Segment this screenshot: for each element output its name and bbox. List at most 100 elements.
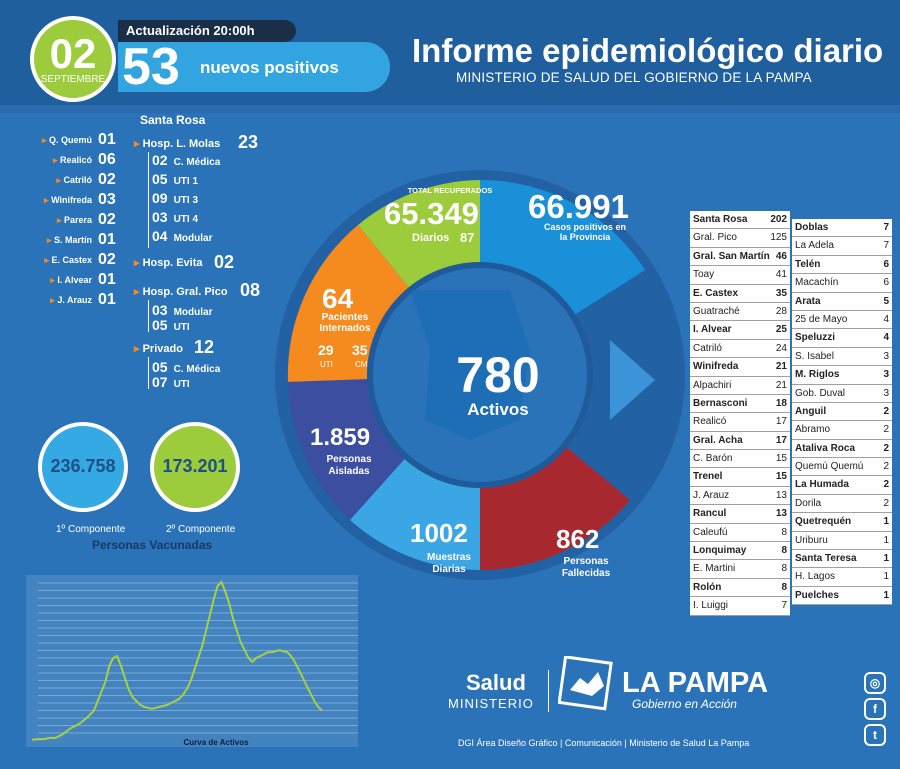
table-cell-name: Santa Teresa	[795, 553, 857, 565]
table-row: Telén 6	[792, 256, 892, 275]
table-cell-value: 5	[883, 295, 889, 307]
table-cell-name: M. Riglos	[795, 369, 840, 381]
locality-name: Realicó	[53, 155, 92, 166]
new-positives-count: 53	[122, 38, 180, 96]
credits-text: DGI Área Diseño Gráfico | Comunicación |…	[458, 738, 750, 748]
table-cell-name: Macachín	[795, 277, 839, 289]
vaccine-second-label: 2º Componente	[166, 524, 236, 535]
table-cell-name: I. Luiggi	[693, 600, 729, 612]
table-cell-value: 8	[781, 526, 787, 538]
table-cell-value: 25	[775, 324, 787, 336]
sub-count: 02	[152, 152, 168, 168]
sub-label: Modular	[173, 233, 213, 244]
pico-bracket	[148, 300, 149, 332]
page-title: Informe epidemiológico diario	[412, 32, 884, 69]
table-row: I. Luiggi 7	[690, 597, 790, 616]
locality-row: Winifreda 03	[20, 190, 120, 210]
hosp-privado-name: Privado	[134, 342, 183, 355]
table-row: Rolón 8	[690, 579, 790, 598]
locality-value: 02	[98, 171, 116, 188]
table-row: Gral. Pico 125	[690, 229, 790, 248]
locality-value: 03	[98, 191, 116, 208]
table-row: M. Riglos 3	[792, 366, 892, 385]
table-row: Gral. Acha 17	[690, 432, 790, 451]
table-cell-name: Gob. Duval	[795, 387, 846, 399]
facebook-icon[interactable]: f	[864, 698, 886, 720]
table-row: H. Lagos 1	[792, 568, 892, 587]
sub-label: UTI 3	[173, 195, 199, 206]
hosp-privado-value: 12	[194, 337, 215, 357]
sub-label: UTI 1	[173, 176, 199, 187]
table-cell-value: 7	[781, 600, 787, 612]
table-cell-name: Anguil	[795, 405, 827, 417]
table-cell-name: Alpachiri	[693, 379, 732, 391]
twitter-icon[interactable]: t	[864, 724, 886, 746]
chart-bg	[26, 575, 358, 747]
table-row: La Humada 2	[792, 476, 892, 495]
table-cell-value: 13	[775, 508, 787, 520]
gobierno-tagline: Gobierno en Acción	[632, 697, 737, 711]
table-cell-name: 25 de Mayo	[795, 313, 848, 325]
table-row: Gob. Duval 3	[792, 385, 892, 403]
locality-name: Q. Quemú	[42, 135, 92, 146]
recovered-label: TOTAL RECUPERADOS	[407, 186, 493, 195]
table-cell-value: 6	[883, 277, 889, 289]
sub-count: 05	[152, 317, 168, 333]
table-cell-name: Telén	[795, 258, 821, 270]
recovered-value: 65.349	[384, 196, 479, 231]
interned-value: 64	[322, 283, 354, 314]
cm-value: 35	[352, 342, 368, 358]
table-row: Puelches 1	[792, 587, 892, 606]
table-cell-value: 1	[883, 516, 889, 528]
table-cell-value: 8	[781, 563, 787, 575]
table-cell-value: 1	[883, 589, 889, 601]
hosp-molas-value: 23	[238, 132, 259, 152]
table-cell-value: 35	[775, 287, 787, 299]
deceased-value: 862	[556, 524, 600, 554]
locality-row: S. Martín 01	[20, 230, 120, 250]
molas-bracket	[148, 152, 149, 248]
table-cell-name: Guatraché	[693, 305, 740, 317]
locality-row: I. Alvear 01	[20, 270, 120, 290]
locality-value: 01	[98, 291, 116, 308]
pico-sub-item: 03 Modular	[152, 302, 212, 318]
table-cell-name: Santa Rosa	[693, 214, 748, 225]
table-cell-value: 4	[883, 313, 889, 325]
table-row: Uriburu 1	[792, 532, 892, 551]
table-row: Abramo 2	[792, 421, 892, 440]
table-row: Trenel 15	[690, 468, 790, 487]
table-row: Anguil 2	[792, 403, 892, 422]
vaccine-first-badge	[38, 422, 128, 512]
table-row: E. Martini 8	[690, 560, 790, 579]
molas-sub-item: 03 UTI 4	[152, 209, 198, 225]
table-cell-value: 21	[775, 379, 787, 391]
table-cell-name: La Humada	[795, 479, 849, 491]
table-cell-name: Rancul	[693, 508, 727, 520]
table-row: Lonquimay 8	[690, 542, 790, 561]
locality-row: Parera 02	[20, 210, 120, 230]
privado-bracket	[148, 357, 149, 389]
locality-row: Q. Quemú 01	[20, 130, 120, 150]
locality-name: J. Arauz	[50, 295, 92, 306]
chart-grid	[38, 582, 358, 734]
table-cell-name: Rolón	[693, 581, 722, 593]
table-cell-name: La Adela	[795, 240, 834, 252]
sub-label: UTI	[173, 379, 190, 390]
active-value: 780	[456, 347, 540, 403]
samples-value: 1002	[410, 518, 468, 548]
cm-label: CM	[355, 360, 368, 369]
la-pampa-emblem-icon	[558, 656, 613, 711]
table-cell-value: 15	[775, 471, 787, 483]
table-cell-value: 2	[883, 424, 889, 436]
chart-xlabel: Curva de Activos	[183, 738, 249, 747]
sub-count: 05	[152, 359, 168, 375]
molas-sub-item: 09 UTI 3	[152, 190, 198, 206]
table-cell-value: 6	[883, 258, 889, 270]
table-cell-name: Dorila	[795, 497, 822, 509]
locality-value: 01	[98, 231, 116, 248]
instagram-icon[interactable]: ◎	[864, 672, 886, 694]
table-cell-value: 17	[775, 434, 787, 446]
table-row: Alpachiri 21	[690, 377, 790, 395]
table-cell-value: 4	[883, 332, 889, 344]
table-cell-name: Puelches	[795, 589, 839, 601]
